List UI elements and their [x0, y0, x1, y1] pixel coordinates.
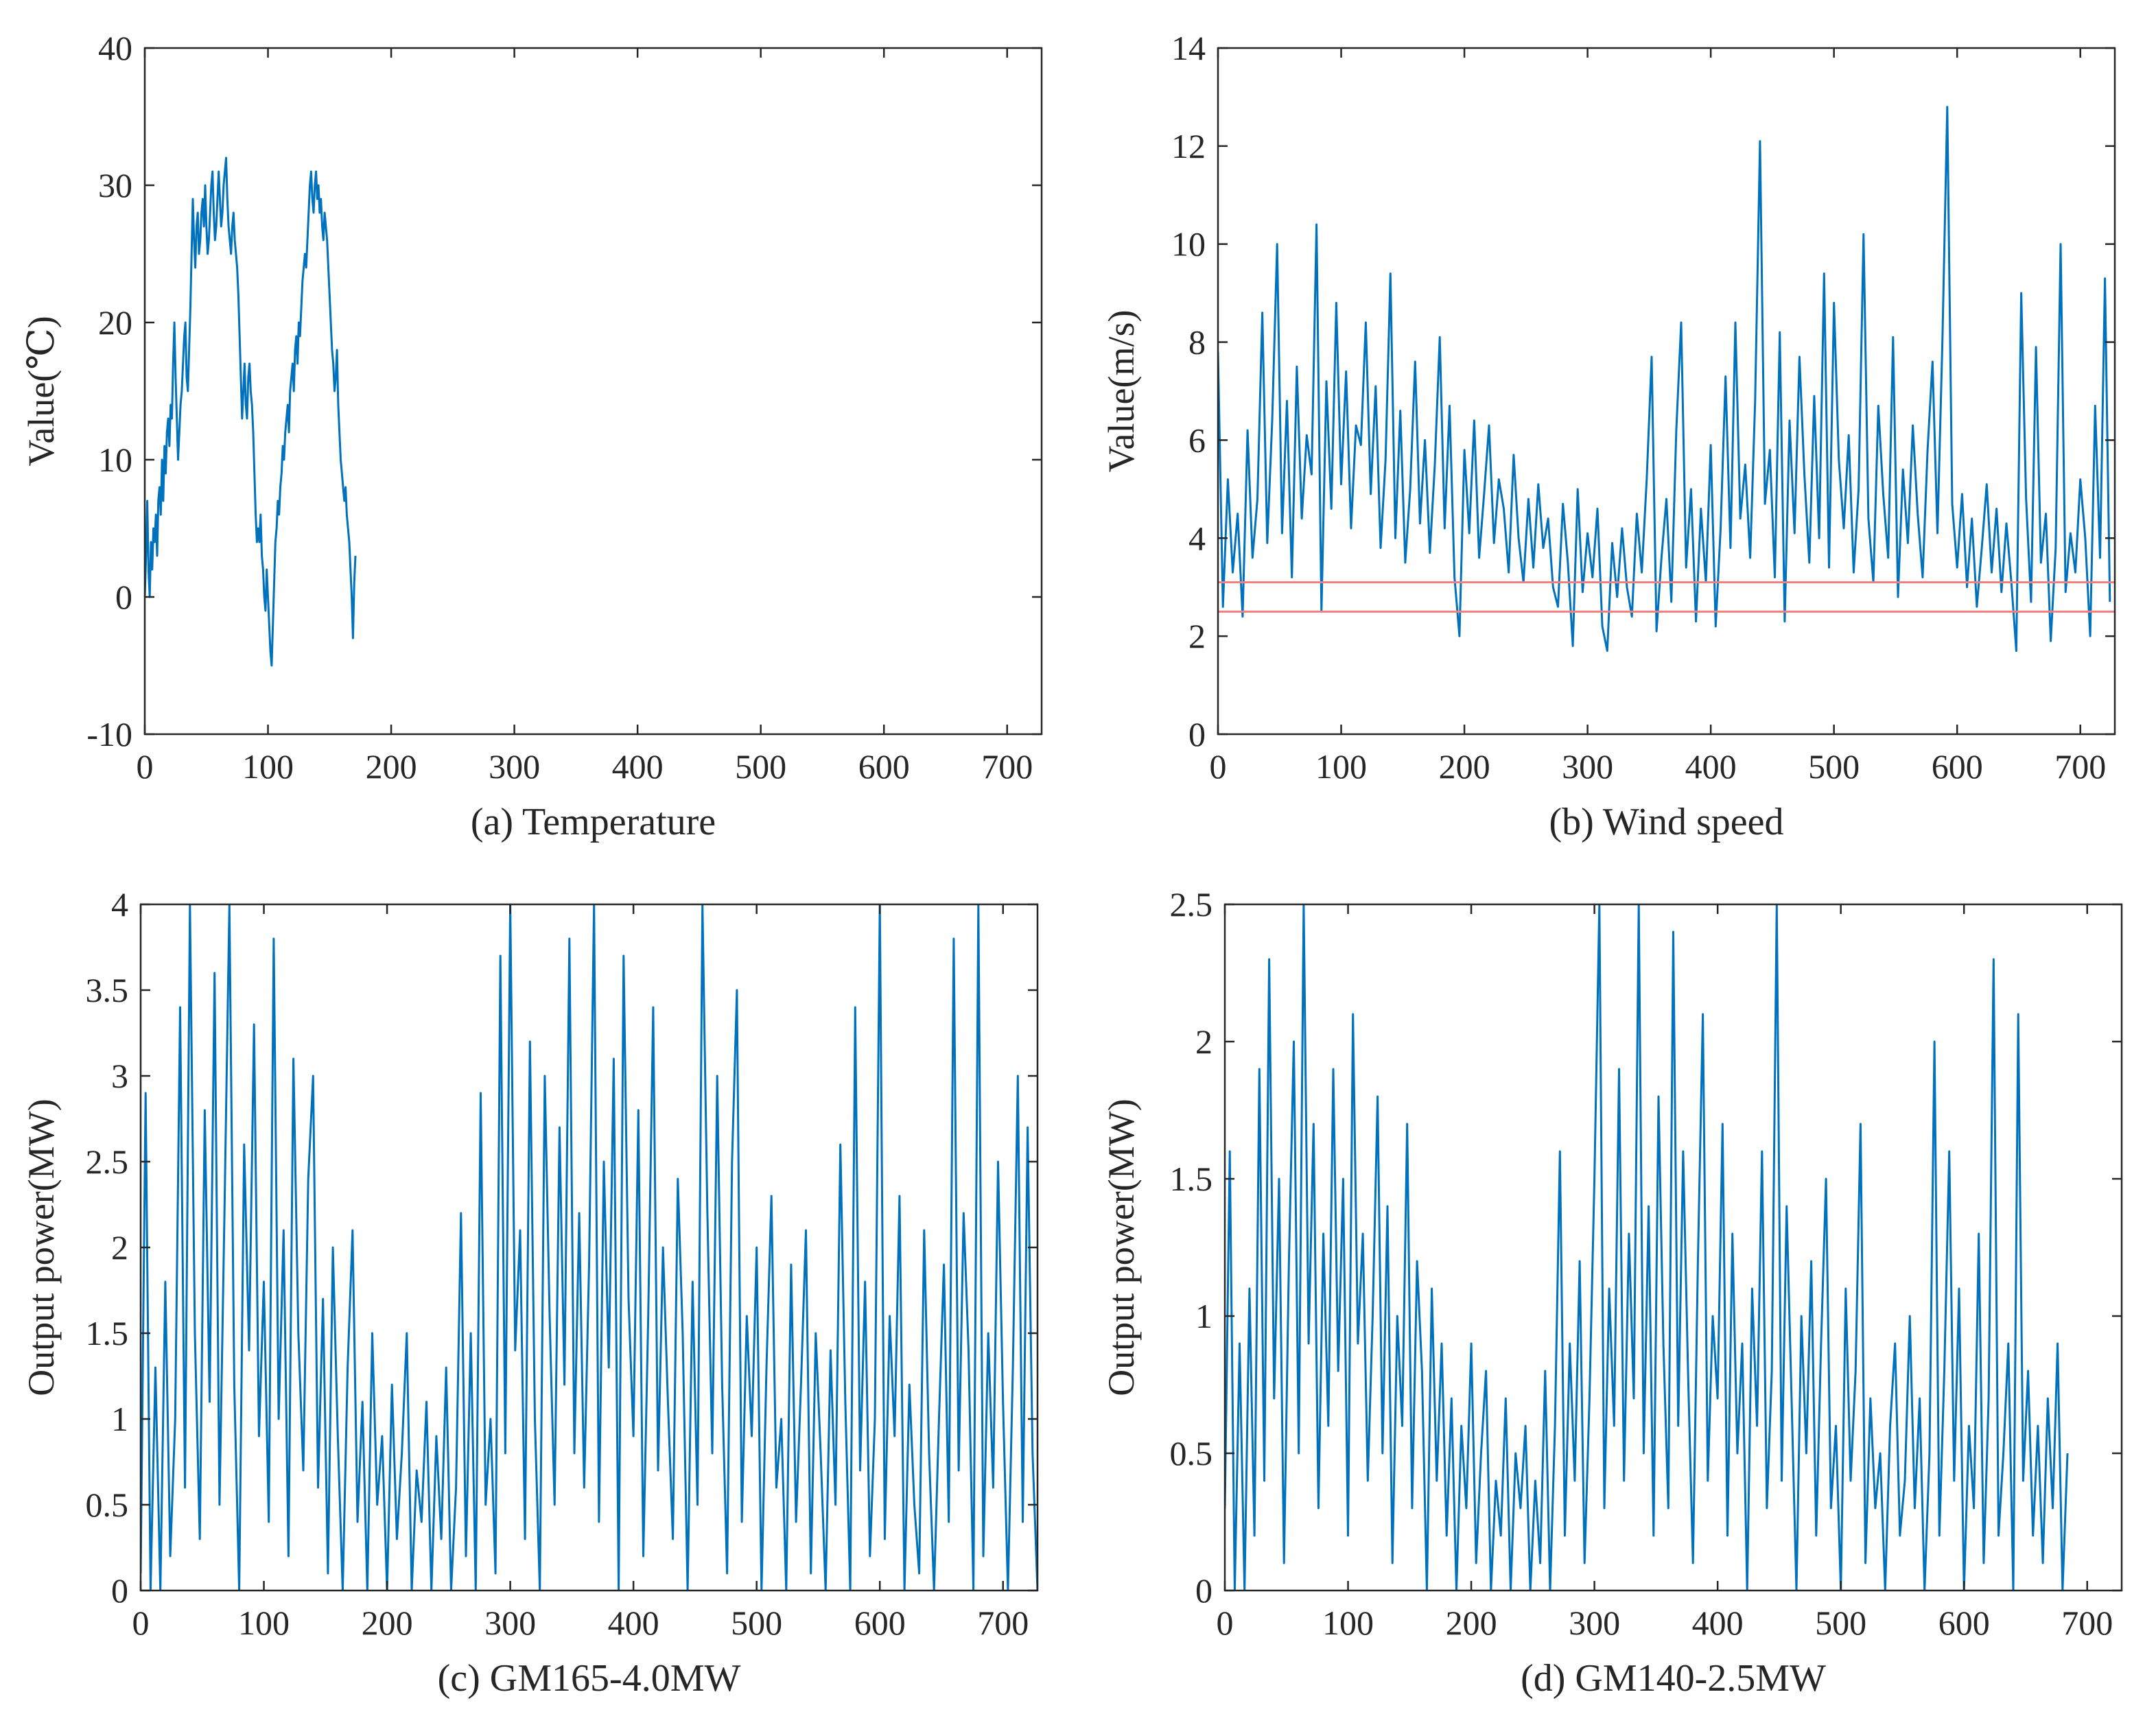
- wind-speed-axes-box: [1217, 47, 2116, 736]
- y-tick-label: 30: [98, 166, 132, 204]
- y-tick-label: 4: [1188, 519, 1206, 557]
- x-tick-label: 700: [981, 747, 1033, 786]
- temperature-y-ticks: -10 0 10 20 30 40: [86, 29, 1042, 753]
- wind-speed-y-ticks: 0 2 4 6 8 10 12 14: [1171, 29, 2115, 753]
- gm165-x-ticks: 0 100 200 300 400 500 600 700: [132, 904, 1029, 1642]
- gm140-y-axis-label: Output power(MW): [1101, 1099, 1142, 1396]
- y-tick-label: 2.5: [86, 1142, 129, 1181]
- panel-gm140-output: 0 100 200 300 400 500 600 700 0 0.5 1 1.5 2 2.5 Outp…: [1101, 885, 2123, 1700]
- x-tick-label: 500: [735, 747, 786, 786]
- y-tick-label: 40: [98, 29, 132, 67]
- panel-gm165-output: 0 100 200 300 400 500 600 700 0 0.5 1 1.5 2 2.5 3 3.5 4…: [21, 885, 1039, 1700]
- y-tick-label: 2.5: [1170, 885, 1213, 924]
- x-tick-label: 500: [731, 1604, 782, 1642]
- x-tick-label: 400: [608, 1604, 659, 1642]
- x-tick-label: 200: [1439, 747, 1490, 786]
- y-tick-label: 0: [1195, 1571, 1212, 1610]
- x-tick-label: 100: [242, 747, 294, 786]
- wind-speed-x-ticks: 0 100 200 300 400 500 600 700: [1210, 48, 2106, 786]
- x-tick-label: 200: [366, 747, 417, 786]
- x-tick-label: 300: [489, 747, 540, 786]
- x-tick-label: 300: [1569, 1604, 1620, 1642]
- gm140-y-ticks: 0 0.5 1 1.5 2 2.5: [1170, 885, 2122, 1610]
- gm140-series: [1225, 904, 2069, 1591]
- x-tick-label: 0: [132, 1604, 150, 1642]
- x-tick-label: 400: [1685, 747, 1737, 786]
- x-tick-label: 700: [977, 1604, 1029, 1642]
- wind-speed-series: [1218, 106, 2115, 653]
- x-tick-label: 700: [2054, 747, 2106, 786]
- x-tick-label: 600: [1938, 1604, 1990, 1642]
- gm165-caption: (c) GM165-4.0MW: [438, 1657, 741, 1700]
- x-tick-label: 200: [362, 1604, 413, 1642]
- temperature-axes-box: [143, 47, 1043, 736]
- x-tick-label: 600: [858, 747, 910, 786]
- y-tick-label: 20: [98, 303, 132, 342]
- x-tick-label: 400: [1692, 1604, 1744, 1642]
- gm140-x-ticks: 0 100 200 300 400 500 600 700: [1217, 904, 2113, 1642]
- y-tick-label: 6: [1188, 421, 1206, 459]
- y-tick-label: 12: [1171, 127, 1206, 165]
- series-line-d-0: [1225, 904, 2069, 1591]
- y-tick-label: 1.5: [1170, 1160, 1213, 1198]
- y-tick-label: 10: [98, 441, 132, 479]
- x-tick-label: 100: [1315, 747, 1367, 786]
- x-tick-label: 300: [1562, 747, 1613, 786]
- x-tick-label: 300: [484, 1604, 536, 1642]
- temperature-y-axis-label: Value(℃): [21, 316, 62, 466]
- y-tick-label: 0.5: [86, 1486, 129, 1524]
- y-tick-label: 1: [111, 1400, 128, 1438]
- y-tick-label: 0: [115, 578, 132, 616]
- y-tick-label: 14: [1171, 29, 1206, 67]
- y-tick-label: 1.5: [86, 1314, 129, 1352]
- x-tick-label: 200: [1446, 1604, 1497, 1642]
- y-tick-label: 0: [111, 1571, 128, 1610]
- gm140-caption: (d) GM140-2.5MW: [1521, 1657, 1826, 1700]
- y-tick-label: 2: [111, 1228, 128, 1267]
- x-tick-label: 100: [238, 1604, 290, 1642]
- x-tick-label: 400: [612, 747, 664, 786]
- series-line-a-0: [145, 156, 357, 667]
- x-tick-label: 0: [1217, 1604, 1234, 1642]
- x-tick-label: 0: [137, 747, 154, 786]
- x-tick-label: 0: [1210, 747, 1227, 786]
- y-tick-label: 4: [111, 885, 128, 924]
- x-tick-label: 600: [854, 1604, 906, 1642]
- y-tick-label: 2: [1188, 617, 1206, 655]
- y-tick-label: 1: [1195, 1297, 1212, 1335]
- temperature-caption: (a) Temperature: [471, 801, 716, 843]
- y-tick-label: 10: [1171, 225, 1206, 263]
- gm165-y-ticks: 0 0.5 1 1.5 2 2.5 3 3.5 4: [86, 885, 1038, 1610]
- panel-wind-speed: 0 100 200 300 400 500 600 700 0 2 4 6 8 10 12 14 Value…: [1101, 29, 2116, 843]
- series-line-c-0: [141, 904, 1038, 1591]
- temperature-x-ticks: 0 100 200 300 400 500 600 700: [137, 48, 1033, 786]
- wind-speed-y-axis-label: Value(m/s): [1101, 310, 1142, 473]
- y-tick-label: 0.5: [1170, 1434, 1213, 1472]
- x-tick-label: 500: [1808, 747, 1860, 786]
- gm140-axes-box: [1223, 903, 2123, 1592]
- gm165-y-axis-label: Output power(MW): [21, 1099, 62, 1396]
- x-tick-label: 500: [1815, 1604, 1866, 1642]
- y-tick-label: 0: [1188, 715, 1206, 753]
- x-tick-label: 600: [1932, 747, 1983, 786]
- y-tick-label: 3.5: [86, 971, 129, 1009]
- gm165-series: [141, 904, 1038, 1591]
- wind-speed-caption: (b) Wind speed: [1549, 801, 1784, 843]
- y-tick-label: 2: [1195, 1022, 1212, 1061]
- series-line-b-0: [1218, 106, 2111, 653]
- y-tick-label: 8: [1188, 323, 1206, 362]
- y-tick-label: -10: [86, 715, 132, 753]
- temperature-series: [145, 156, 357, 667]
- x-tick-label: 100: [1322, 1604, 1374, 1642]
- y-tick-label: 3: [111, 1057, 128, 1095]
- x-tick-label: 700: [2061, 1604, 2113, 1642]
